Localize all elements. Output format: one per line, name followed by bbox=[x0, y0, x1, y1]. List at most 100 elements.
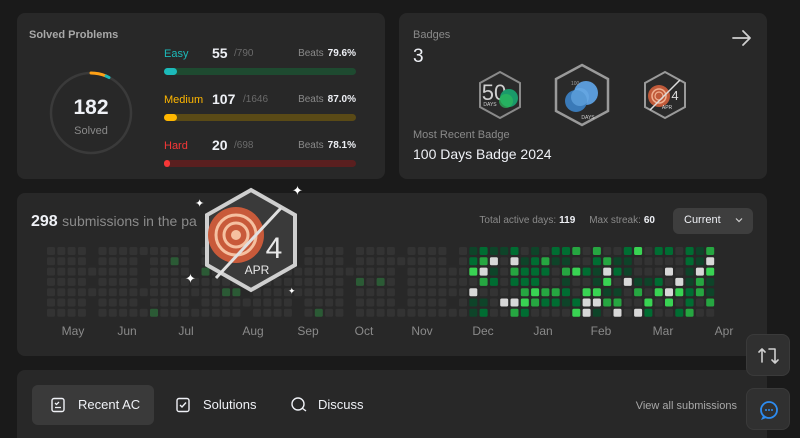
calendar-day-cell[interactable] bbox=[335, 277, 344, 286]
calendar-day-cell[interactable] bbox=[438, 257, 447, 266]
calendar-day-cell[interactable] bbox=[623, 277, 632, 286]
calendar-day-cell[interactable] bbox=[88, 288, 97, 297]
calendar-day-cell[interactable] bbox=[98, 267, 107, 276]
calendar-day-cell[interactable] bbox=[675, 298, 684, 307]
calendar-day-cell[interactable] bbox=[160, 308, 169, 317]
calendar-day-cell[interactable] bbox=[572, 257, 581, 266]
calendar-day-cell[interactable] bbox=[335, 288, 344, 297]
calendar-day-cell[interactable] bbox=[623, 288, 632, 297]
calendar-day-cell[interactable] bbox=[283, 277, 292, 286]
calendar-day-cell[interactable] bbox=[57, 257, 66, 266]
solved-progress-ring[interactable]: 182 Solved bbox=[48, 70, 134, 156]
calendar-day-cell[interactable] bbox=[582, 277, 591, 286]
calendar-day-cell[interactable] bbox=[211, 298, 220, 307]
calendar-day-cell[interactable] bbox=[613, 257, 622, 266]
calendar-day-cell[interactable] bbox=[469, 298, 478, 307]
calendar-day-cell[interactable] bbox=[644, 247, 653, 255]
calendar-day-cell[interactable] bbox=[623, 298, 632, 307]
calendar-day-cell[interactable] bbox=[376, 308, 385, 317]
calendar-day-cell[interactable] bbox=[654, 247, 663, 255]
calendar-day-cell[interactable] bbox=[685, 247, 694, 255]
calendar-day-cell[interactable] bbox=[520, 277, 529, 286]
calendar-day-cell[interactable] bbox=[139, 247, 148, 255]
calendar-day-cell[interactable] bbox=[695, 267, 704, 276]
calendar-day-cell[interactable] bbox=[273, 288, 282, 297]
calendar-day-cell[interactable] bbox=[201, 298, 210, 307]
calendar-day-cell[interactable] bbox=[448, 277, 457, 286]
calendar-day-cell[interactable] bbox=[685, 257, 694, 266]
calendar-day-cell[interactable] bbox=[314, 308, 323, 317]
calendar-day-cell[interactable] bbox=[623, 267, 632, 276]
calendar-day-cell[interactable] bbox=[500, 257, 509, 266]
calendar-day-cell[interactable] bbox=[592, 247, 601, 255]
calendar-day-cell[interactable] bbox=[191, 288, 200, 297]
calendar-day-cell[interactable] bbox=[520, 308, 529, 317]
badge-50-days[interactable]: 50 DAYS bbox=[477, 70, 523, 120]
calendar-day-cell[interactable] bbox=[551, 247, 560, 255]
calendar-day-cell[interactable] bbox=[706, 267, 715, 276]
calendar-day-cell[interactable] bbox=[222, 308, 231, 317]
calendar-day-cell[interactable] bbox=[634, 288, 643, 297]
calendar-day-cell[interactable] bbox=[335, 267, 344, 276]
calendar-day-cell[interactable] bbox=[294, 267, 303, 276]
calendar-day-cell[interactable] bbox=[510, 247, 519, 255]
calendar-day-cell[interactable] bbox=[232, 288, 241, 297]
calendar-day-cell[interactable] bbox=[67, 277, 76, 286]
calendar-day-cell[interactable] bbox=[119, 257, 128, 266]
calendar-day-cell[interactable] bbox=[376, 298, 385, 307]
calendar-day-cell[interactable] bbox=[551, 298, 560, 307]
calendar-day-cell[interactable] bbox=[654, 308, 663, 317]
calendar-day-cell[interactable] bbox=[211, 288, 220, 297]
calendar-day-cell[interactable] bbox=[366, 308, 375, 317]
calendar-day-cell[interactable] bbox=[356, 277, 364, 286]
calendar-day-cell[interactable] bbox=[325, 267, 334, 276]
calendar-day-cell[interactable] bbox=[180, 298, 189, 307]
calendar-day-cell[interactable] bbox=[304, 267, 313, 276]
calendar-day-cell[interactable] bbox=[459, 288, 467, 297]
calendar-day-cell[interactable] bbox=[407, 298, 416, 307]
calendar-day-cell[interactable] bbox=[170, 277, 179, 286]
chat-button[interactable] bbox=[746, 388, 790, 430]
calendar-day-cell[interactable] bbox=[695, 277, 704, 286]
calendar-day-cell[interactable] bbox=[551, 267, 560, 276]
calendar-day-cell[interactable] bbox=[520, 257, 529, 266]
calendar-day-cell[interactable] bbox=[376, 267, 385, 276]
calendar-day-cell[interactable] bbox=[665, 308, 673, 317]
calendar-day-cell[interactable] bbox=[366, 288, 375, 297]
calendar-day-cell[interactable] bbox=[448, 288, 457, 297]
calendar-day-cell[interactable] bbox=[582, 298, 591, 307]
calendar-day-cell[interactable] bbox=[685, 277, 694, 286]
calendar-day-cell[interactable] bbox=[685, 308, 694, 317]
calendar-day-cell[interactable] bbox=[562, 257, 570, 266]
calendar-day-cell[interactable] bbox=[57, 298, 66, 307]
calendar-day-cell[interactable] bbox=[160, 247, 169, 255]
calendar-day-cell[interactable] bbox=[613, 288, 622, 297]
calendar-day-cell[interactable] bbox=[469, 308, 478, 317]
calendar-day-cell[interactable] bbox=[211, 277, 220, 286]
calendar-day-cell[interactable] bbox=[191, 277, 200, 286]
calendar-day-cell[interactable] bbox=[706, 288, 715, 297]
calendar-day-cell[interactable] bbox=[623, 247, 632, 255]
calendar-day-cell[interactable] bbox=[459, 267, 467, 276]
calendar-day-cell[interactable] bbox=[531, 257, 540, 266]
calendar-day-cell[interactable] bbox=[665, 277, 673, 286]
calendar-day-cell[interactable] bbox=[314, 298, 323, 307]
calendar-day-cell[interactable] bbox=[180, 308, 189, 317]
calendar-day-cell[interactable] bbox=[283, 298, 292, 307]
calendar-day-cell[interactable] bbox=[325, 277, 334, 286]
calendar-day-cell[interactable] bbox=[695, 247, 704, 255]
calendar-day-cell[interactable] bbox=[428, 277, 437, 286]
calendar-day-cell[interactable] bbox=[314, 288, 323, 297]
calendar-day-cell[interactable] bbox=[438, 298, 447, 307]
calendar-day-cell[interactable] bbox=[335, 308, 344, 317]
calendar-day-cell[interactable] bbox=[108, 277, 117, 286]
calendar-day-cell[interactable] bbox=[510, 277, 519, 286]
calendar-day-cell[interactable] bbox=[675, 267, 684, 276]
calendar-day-cell[interactable] bbox=[685, 267, 694, 276]
calendar-day-cell[interactable] bbox=[386, 247, 395, 255]
calendar-day-cell[interactable] bbox=[479, 308, 488, 317]
calendar-day-cell[interactable] bbox=[98, 247, 107, 255]
calendar-day-cell[interactable] bbox=[479, 257, 488, 266]
calendar-day-cell[interactable] bbox=[67, 257, 76, 266]
calendar-day-cell[interactable] bbox=[500, 288, 509, 297]
